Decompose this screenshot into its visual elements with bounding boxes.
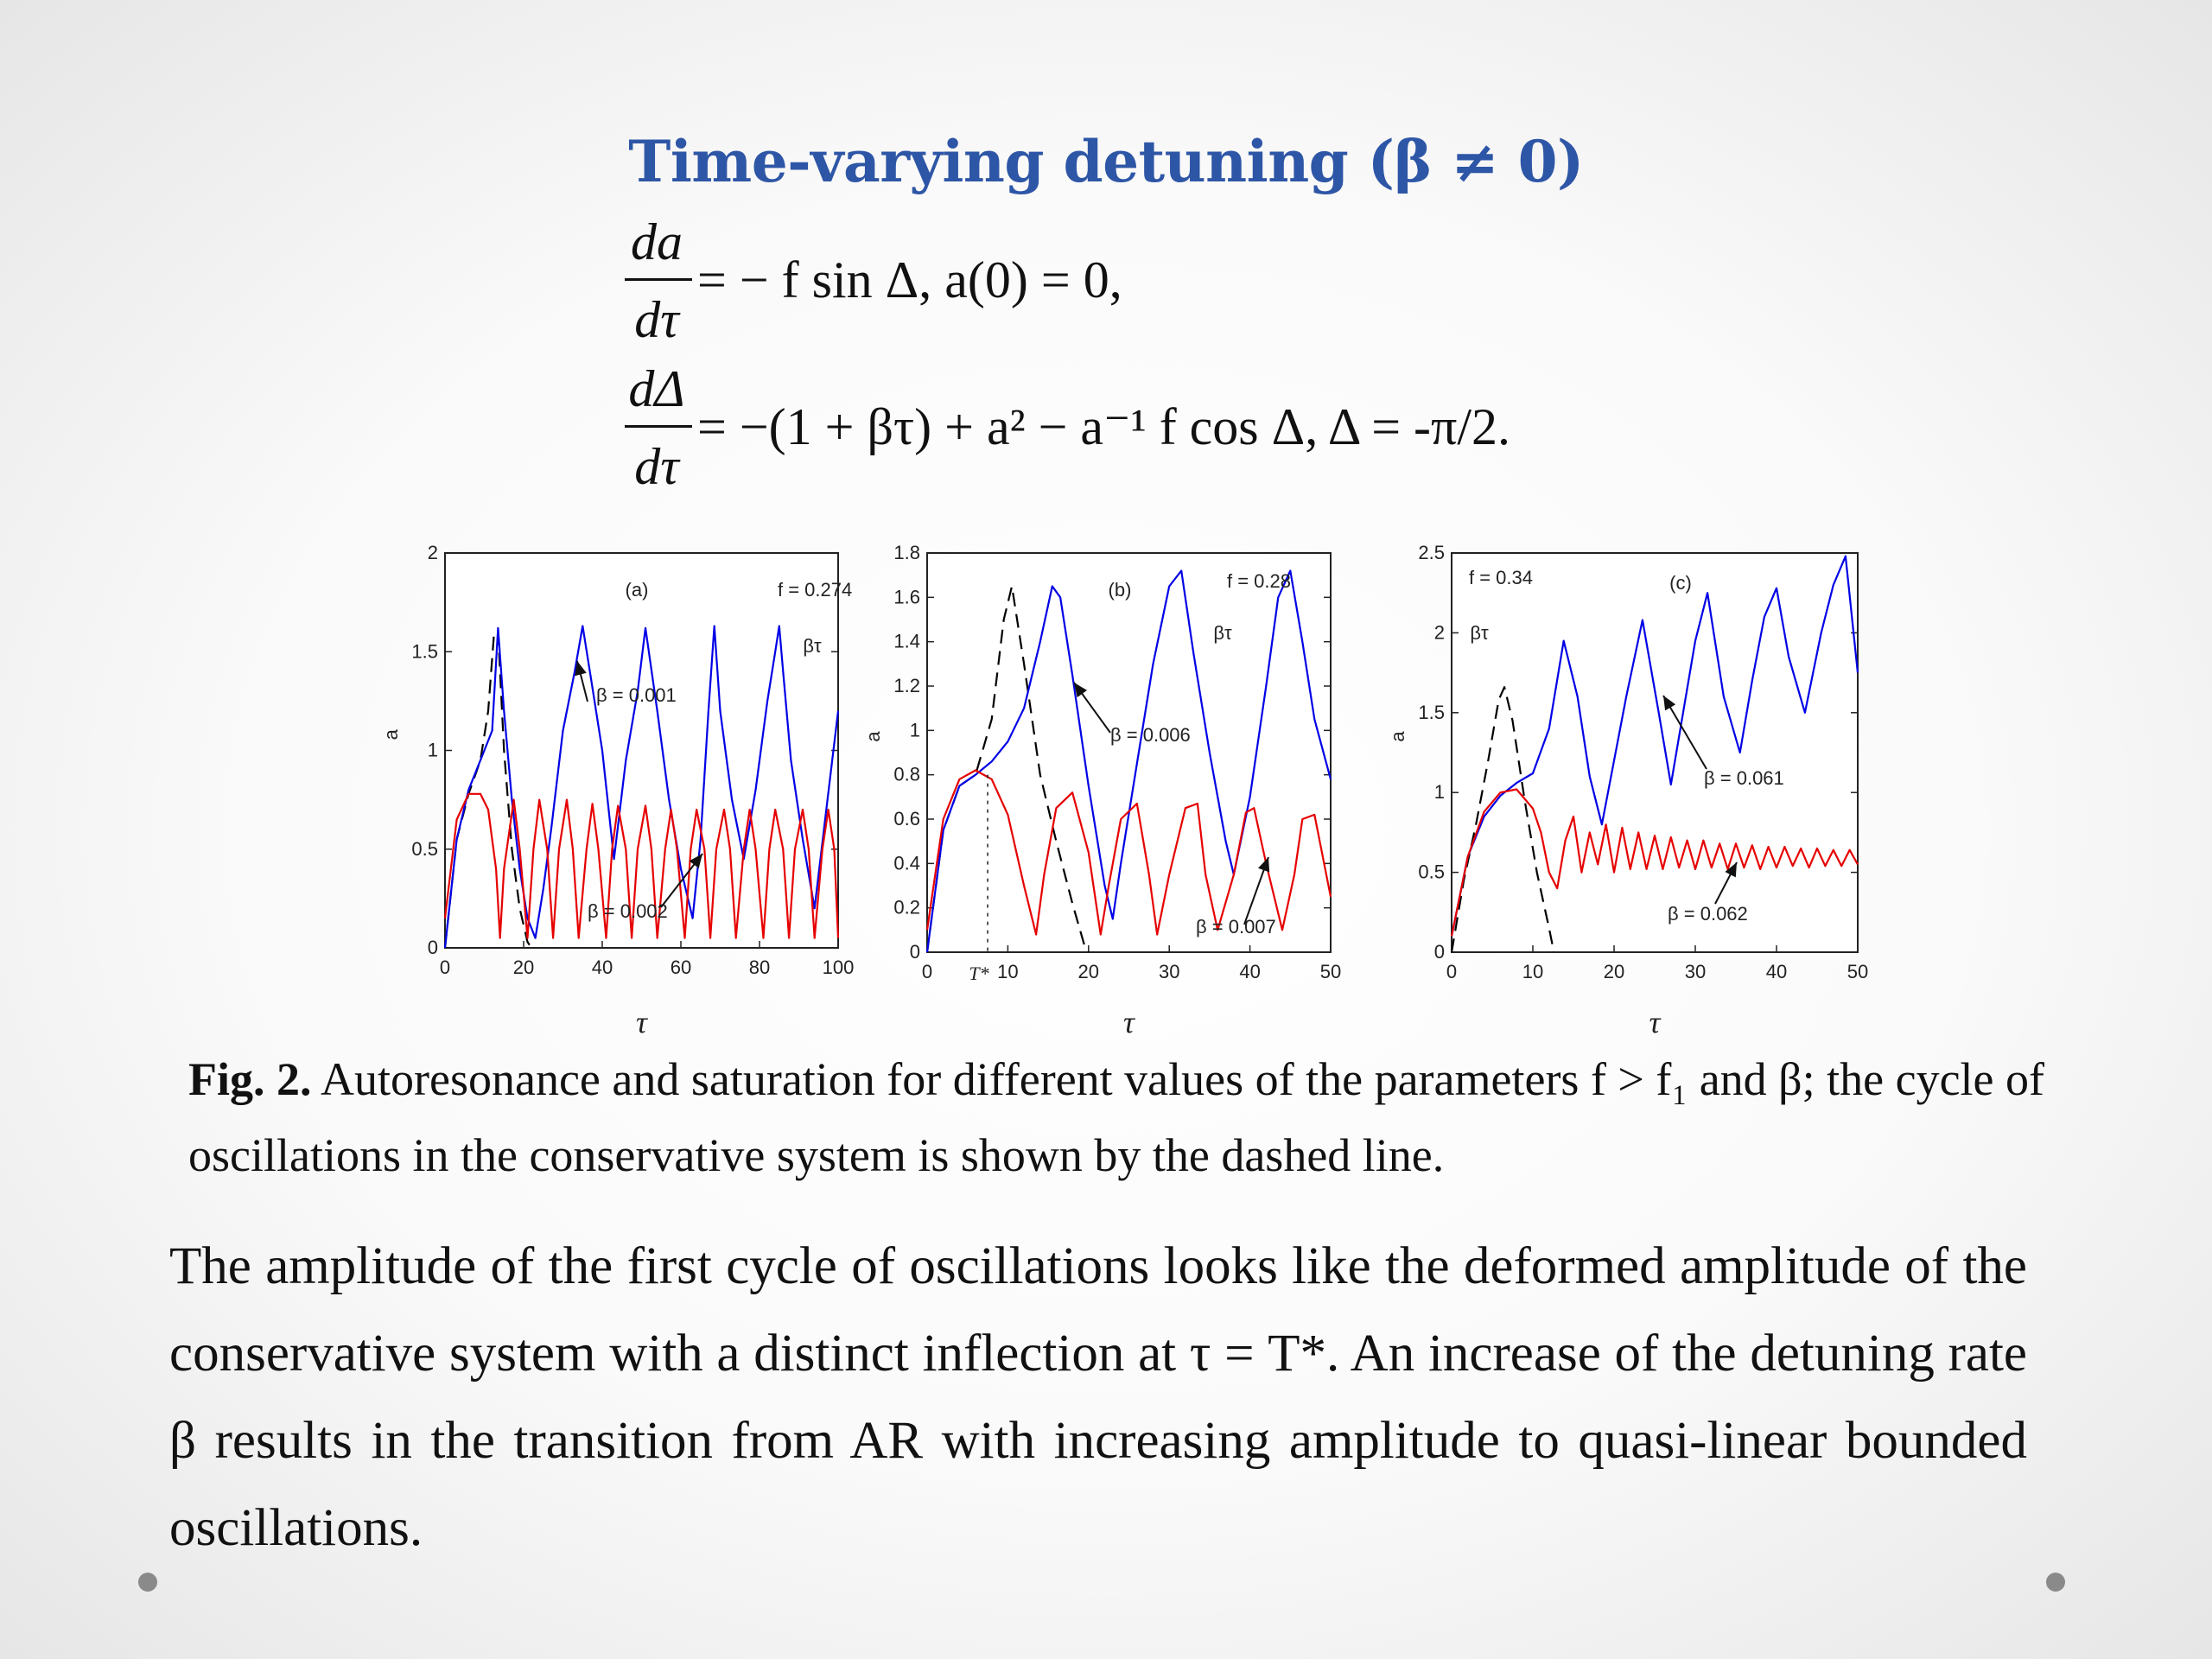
x-tick-label: 30 bbox=[1685, 961, 1706, 982]
y-tick-label: 0 bbox=[910, 941, 920, 963]
beta-annotation: β = 0.007 bbox=[1196, 916, 1276, 938]
beta-annotation: β = 0.062 bbox=[1668, 903, 1748, 925]
tstar-label: T* bbox=[969, 963, 988, 984]
x-tick-label: 10 bbox=[997, 961, 1018, 982]
panel-label: (c) bbox=[1669, 572, 1692, 594]
y-tick-label: 0.2 bbox=[893, 897, 920, 918]
x-tick-label: 30 bbox=[1159, 961, 1179, 982]
beta-tau-label: βτ bbox=[1213, 622, 1232, 644]
y-tick-label: 0 bbox=[1434, 941, 1445, 963]
x-tick-label: 60 bbox=[671, 957, 691, 978]
annotation-arrowhead bbox=[575, 661, 587, 677]
y-axis-label: a bbox=[1387, 731, 1408, 742]
right-bullet-dot bbox=[2046, 1573, 2065, 1592]
caption-label: Fig. 2. bbox=[188, 1053, 312, 1105]
body-paragraph: The amplitude of the first cycle of osci… bbox=[169, 1237, 2027, 1557]
blue-series bbox=[443, 625, 840, 949]
fraction-bar bbox=[625, 425, 692, 428]
y-tick-label: 1.6 bbox=[893, 586, 920, 607]
annotation-arrow-line bbox=[1662, 695, 1707, 770]
red-series bbox=[925, 769, 1332, 936]
annotation-arrowhead bbox=[1074, 683, 1088, 698]
x-tick-label: 20 bbox=[1078, 961, 1099, 982]
annotation-arrowhead bbox=[1725, 862, 1737, 878]
blue-series bbox=[1450, 555, 1859, 937]
y-tick-label: 0.4 bbox=[893, 852, 920, 874]
y-tick-label: 1 bbox=[428, 740, 438, 761]
x-tick-label: 100 bbox=[823, 957, 855, 978]
y-tick-label: 0.5 bbox=[411, 838, 438, 860]
caption-text: Autoresonance and saturation for differe… bbox=[188, 1053, 2044, 1181]
y-tick-label: 2.5 bbox=[1418, 542, 1445, 563]
panel-label: (a) bbox=[626, 579, 649, 601]
x-axis-label: τ bbox=[636, 1005, 648, 1039]
equation-rhs: = −(1 + βτ) + a² − a⁻¹ f cos Δ, Δ = -π/2… bbox=[697, 398, 1510, 455]
x-axis-label: τ bbox=[1649, 1005, 1662, 1039]
y-axis-label: a bbox=[380, 728, 402, 740]
fraction-denominator: dτ bbox=[634, 291, 679, 348]
fraction-numerator: dΔ bbox=[628, 360, 685, 417]
y-tick-label: 2 bbox=[1434, 621, 1445, 643]
beta-annotation: β = 0.002 bbox=[588, 900, 668, 922]
annotation-arrowhead bbox=[689, 854, 702, 868]
x-tick-label: 80 bbox=[749, 957, 770, 978]
x-tick-label: 40 bbox=[592, 957, 613, 978]
y-tick-label: 1.5 bbox=[411, 640, 438, 662]
beta-annotation: β = 0.001 bbox=[596, 684, 677, 706]
x-tick-label: 50 bbox=[1847, 961, 1868, 982]
y-axis-label: a bbox=[862, 731, 884, 742]
figure-caption: Fig. 2. Autoresonance and saturation for… bbox=[188, 1041, 2063, 1193]
x-tick-label: 0 bbox=[922, 961, 932, 982]
y-tick-label: 1.5 bbox=[1418, 702, 1445, 723]
y-tick-label: 0.8 bbox=[893, 764, 920, 785]
y-tick-label: 1.2 bbox=[893, 675, 920, 696]
red-series bbox=[1450, 788, 1859, 937]
f-value-label: f = 0.28 bbox=[1227, 570, 1291, 592]
annotation-arrowhead bbox=[1258, 857, 1270, 873]
left-bullet-dot bbox=[138, 1573, 157, 1592]
y-tick-label: 0 bbox=[428, 937, 438, 958]
beta-tau-label: βτ bbox=[803, 635, 822, 657]
beta-tau-label: βτ bbox=[1470, 622, 1489, 644]
fraction-bar bbox=[625, 278, 692, 281]
y-tick-label: 2 bbox=[428, 542, 438, 563]
fraction-denominator: dτ bbox=[634, 438, 679, 495]
x-axis-label: τ bbox=[1123, 1005, 1135, 1039]
y-tick-label: 1.8 bbox=[893, 542, 920, 563]
x-tick-label: 40 bbox=[1766, 961, 1787, 982]
x-tick-label: 0 bbox=[1446, 961, 1457, 982]
fraction-numerator: da bbox=[631, 213, 683, 270]
x-tick-label: 10 bbox=[1522, 961, 1543, 982]
plot-frame bbox=[1451, 552, 1859, 953]
beta-annotation: β = 0.006 bbox=[1110, 724, 1191, 746]
f-value-label: f = 0.274 bbox=[778, 579, 852, 601]
y-tick-label: 0.6 bbox=[893, 808, 920, 830]
annotation-arrowhead bbox=[1663, 696, 1676, 711]
x-tick-label: 20 bbox=[1604, 961, 1624, 982]
x-tick-label: 20 bbox=[513, 957, 534, 978]
red-series bbox=[443, 792, 840, 939]
blue-series bbox=[925, 569, 1332, 953]
plot-frame bbox=[926, 552, 1332, 953]
y-tick-label: 1 bbox=[910, 719, 920, 741]
panel-label: (b) bbox=[1109, 579, 1132, 601]
f-value-label: f = 0.34 bbox=[1469, 567, 1533, 588]
x-tick-label: 40 bbox=[1239, 961, 1260, 982]
x-tick-label: 50 bbox=[1320, 961, 1341, 982]
conservative-dashed-series bbox=[443, 631, 533, 949]
x-tick-label: 0 bbox=[440, 957, 450, 978]
slide-title: Time-varying detuning (β ≠ 0) bbox=[628, 128, 1584, 195]
plot-frame bbox=[444, 552, 839, 949]
y-tick-label: 0.5 bbox=[1418, 861, 1445, 883]
beta-annotation: β = 0.061 bbox=[1704, 767, 1784, 789]
equation-rhs: = − f sin Δ, a(0) = 0, bbox=[697, 251, 1122, 308]
y-tick-label: 1 bbox=[1434, 781, 1445, 803]
y-tick-label: 1.4 bbox=[893, 631, 920, 652]
